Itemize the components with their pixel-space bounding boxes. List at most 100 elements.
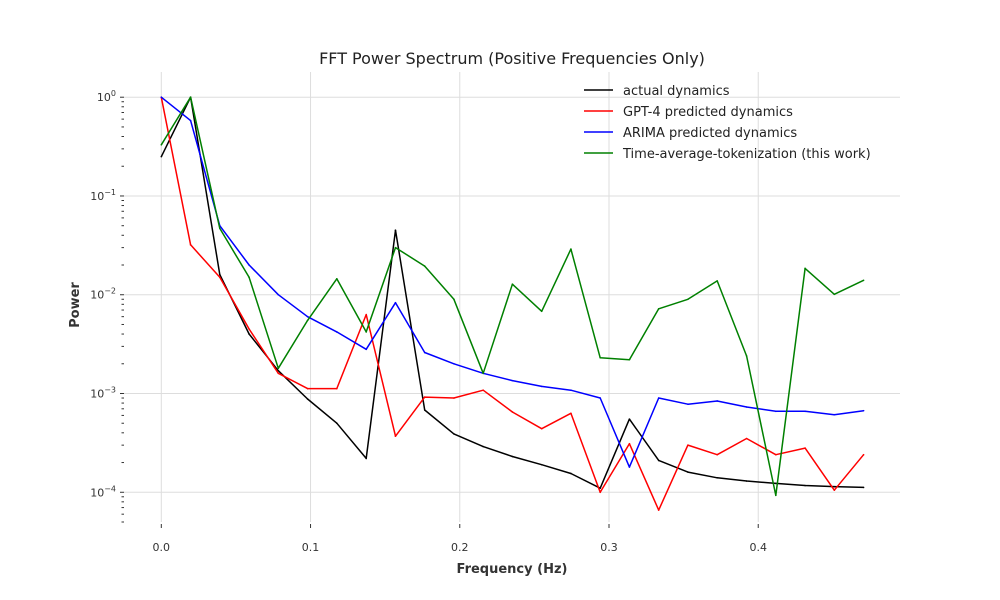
grid-lines: [124, 72, 900, 522]
data-point: [248, 328, 250, 330]
data-point: [277, 367, 280, 370]
data-point: [277, 369, 280, 372]
series-4: [160, 96, 865, 497]
data-point: [365, 331, 368, 333]
data-point: [540, 310, 543, 313]
data-point: [687, 444, 689, 446]
data-point: [453, 298, 455, 301]
axis-ticks: 0.0 0.1 0.2 0.3 0.4 100 10−1 10−2 10−3 10−4: [90, 89, 767, 554]
data-point: [336, 331, 338, 333]
data-point: [219, 227, 221, 230]
x-tick-label: 0.3: [600, 541, 618, 554]
legend-entry: ARIMA predicted dynamics: [584, 126, 797, 141]
data-point: [628, 442, 631, 445]
data-point: [540, 463, 543, 466]
data-point: [248, 276, 250, 279]
y-tick-label: 10−3: [90, 386, 116, 401]
y-tick-label: 10−4: [90, 484, 116, 499]
data-point: [482, 389, 484, 392]
data-point: [833, 485, 836, 488]
data-point: [833, 293, 836, 296]
data-point: [745, 355, 748, 357]
data-point: [570, 412, 572, 415]
y-axis-label: Power: [68, 282, 83, 328]
data-point: [482, 372, 484, 375]
data-point: [453, 362, 455, 365]
data-point: [336, 387, 338, 390]
data-point: [189, 96, 192, 99]
legend-label: GPT-4 predicted dynamics: [623, 105, 793, 120]
data-point: [570, 248, 572, 250]
data-point: [804, 410, 806, 413]
data-point: [336, 422, 338, 425]
data-point: [482, 445, 484, 448]
data-point: [775, 410, 777, 413]
data-point: [160, 143, 163, 146]
data-point: [657, 397, 660, 399]
data-point: [189, 119, 192, 122]
data-point: [336, 278, 338, 280]
x-tick-label: 0.1: [302, 541, 320, 554]
data-point: [657, 308, 660, 310]
data-point: [306, 319, 309, 322]
data-point: [745, 480, 748, 482]
data-point: [599, 487, 601, 489]
data-point: [306, 315, 309, 318]
data-point: [248, 264, 250, 266]
data-point: [687, 403, 689, 405]
data-point: [365, 313, 368, 316]
data-point: [423, 409, 426, 411]
x-axis-label: Frequency (Hz): [457, 562, 568, 577]
y-tick-label: 10−1: [90, 188, 116, 203]
data-point: [394, 246, 397, 249]
x-tick-label: 0.4: [749, 541, 767, 554]
legend-entry: Time-average-tokenization (this work): [584, 147, 871, 162]
data-point: [160, 155, 163, 158]
data-point: [423, 351, 426, 354]
data-point: [716, 400, 718, 402]
series-1: [160, 96, 865, 489]
data-point: [540, 427, 543, 430]
data-point: [687, 471, 689, 473]
data-point: [394, 301, 397, 304]
data-point: [306, 398, 309, 400]
data-point: [833, 413, 836, 416]
data-point: [599, 397, 601, 399]
data-point: [716, 280, 718, 282]
data-point: [804, 484, 806, 487]
data-point: [775, 453, 777, 456]
data-point: [716, 477, 718, 479]
data-point: [277, 293, 280, 296]
legend-entry: actual dynamics: [584, 84, 730, 99]
data-point: [365, 457, 368, 460]
data-point: [599, 491, 601, 494]
data-point: [745, 406, 748, 408]
data-point: [511, 455, 514, 458]
data-point: [189, 244, 192, 246]
legend: actual dynamics GPT-4 predicted dynamics A…: [584, 84, 871, 162]
data-point: [833, 489, 836, 491]
data-point: [511, 379, 514, 382]
series-3: [160, 96, 865, 468]
data-point: [687, 298, 689, 301]
data-point: [804, 267, 806, 270]
data-point: [628, 418, 631, 420]
x-tick-label: 0.0: [153, 541, 171, 554]
legend-label: actual dynamics: [623, 84, 730, 99]
data-point: [394, 229, 397, 232]
y-tick-label: 100: [97, 89, 116, 104]
legend-entry: GPT-4 predicted dynamics: [584, 105, 793, 120]
data-point: [862, 279, 865, 282]
data-point: [570, 389, 572, 392]
data-point: [775, 482, 777, 485]
data-point: [219, 273, 221, 276]
data-point: [599, 356, 601, 359]
data-point: [862, 409, 865, 412]
y-tick-label: 10−2: [90, 287, 116, 302]
data-point: [306, 387, 309, 390]
data-point: [248, 333, 250, 335]
data-point: [511, 411, 514, 413]
data-point: [804, 447, 806, 449]
data-point: [394, 435, 397, 437]
